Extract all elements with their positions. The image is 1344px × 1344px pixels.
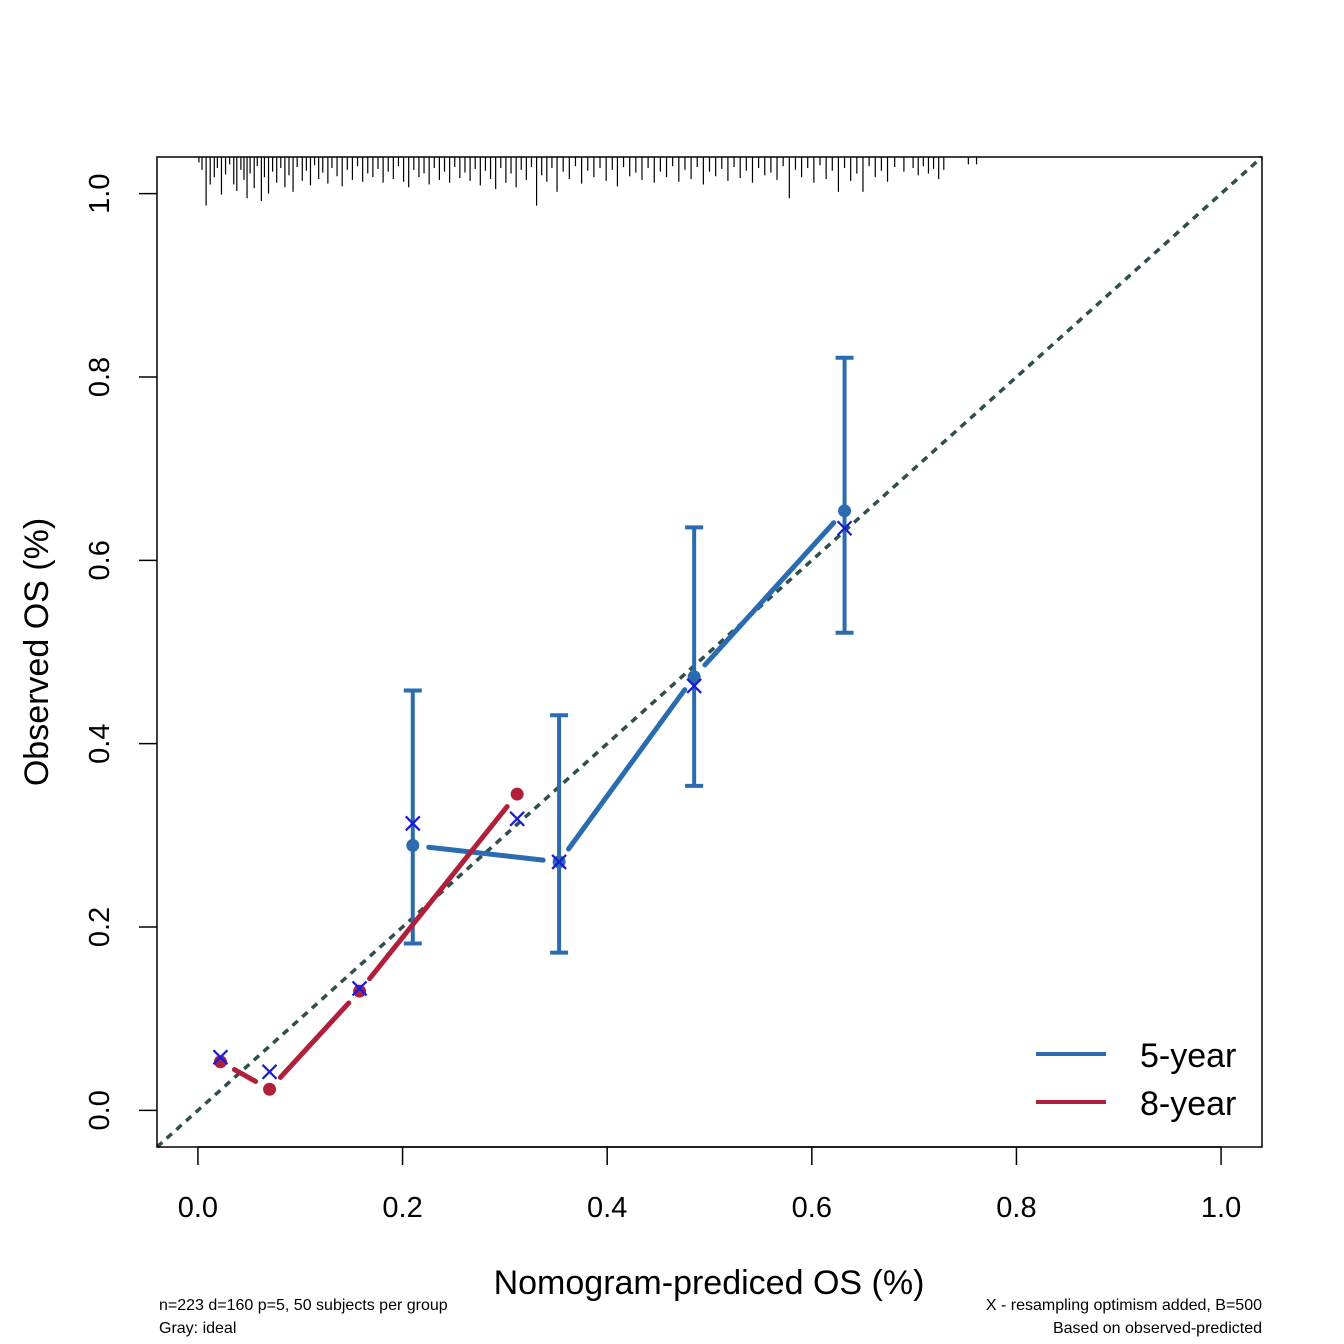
x-tick-label: 0.8 bbox=[996, 1192, 1036, 1224]
ideal-diagonal bbox=[155, 155, 1264, 1149]
y-tick-label: 0.6 bbox=[84, 540, 116, 580]
observed-point bbox=[406, 838, 420, 852]
corrected-marker bbox=[405, 815, 421, 832]
observed-point bbox=[263, 1082, 277, 1096]
note-resampling: X - resampling optimism added, B=500 bbox=[986, 1297, 1262, 1314]
y-tick-label: 0.8 bbox=[84, 357, 116, 397]
note-basis: Based on observed-predicted bbox=[1053, 1320, 1262, 1337]
x-tick-label: 0.4 bbox=[587, 1192, 627, 1224]
corrected-marker bbox=[509, 811, 525, 827]
series-line-segment bbox=[277, 1000, 352, 1080]
corrected-marker bbox=[551, 854, 567, 870]
observed-point bbox=[838, 504, 852, 518]
series-layer bbox=[212, 355, 854, 1096]
x-tick-label: 0.6 bbox=[792, 1192, 832, 1224]
ideal-line bbox=[155, 155, 1264, 1149]
corrected-marker bbox=[351, 980, 368, 997]
x-axis-title: Nomogram-prediced OS (%) bbox=[494, 1264, 925, 1302]
legend-label-5-year: 5-year bbox=[1140, 1037, 1236, 1075]
series-line-segment bbox=[566, 687, 688, 852]
observed-point bbox=[353, 984, 367, 998]
corrected-marker bbox=[836, 520, 853, 537]
series-line-segment bbox=[367, 804, 510, 982]
series-line-segment bbox=[426, 844, 546, 863]
observed-point bbox=[687, 670, 701, 684]
y-tick-label: 0.0 bbox=[84, 1090, 116, 1130]
note-ideal: Gray: ideal bbox=[159, 1320, 236, 1337]
series-5-year bbox=[403, 355, 854, 955]
y-tick-label: 0.2 bbox=[84, 907, 116, 947]
corrected-marker bbox=[212, 1049, 229, 1065]
note-sample-info: n=223 d=160 p=5, 50 subjects per group bbox=[159, 1297, 448, 1314]
x-tick-label: 0.0 bbox=[178, 1192, 218, 1224]
corrected-marker bbox=[261, 1064, 278, 1080]
axes: 0.0 0.2 0.4 0.6 0.8 1.0 0.0 0.2 0.4 0.6 0.8 1.0 bbox=[84, 156, 1263, 1224]
corrected-marker bbox=[686, 678, 702, 694]
series-line-segment bbox=[231, 1067, 259, 1084]
y-axis-title: Observed OS (%) bbox=[18, 518, 56, 786]
observed-point bbox=[510, 787, 524, 801]
x-tick-label: 0.2 bbox=[382, 1192, 422, 1224]
y-tick-label: 1.0 bbox=[84, 174, 116, 214]
series-line-segment bbox=[702, 520, 837, 668]
x-tick-label: 1.0 bbox=[1201, 1192, 1241, 1224]
legend-label-8-year: 8-year bbox=[1140, 1085, 1236, 1123]
observed-point bbox=[213, 1055, 227, 1069]
y-tick-label: 0.4 bbox=[84, 724, 116, 764]
rug-marks bbox=[198, 157, 978, 206]
legend: 5-year 8-year bbox=[1036, 1037, 1236, 1123]
series-8-year bbox=[212, 787, 525, 1096]
